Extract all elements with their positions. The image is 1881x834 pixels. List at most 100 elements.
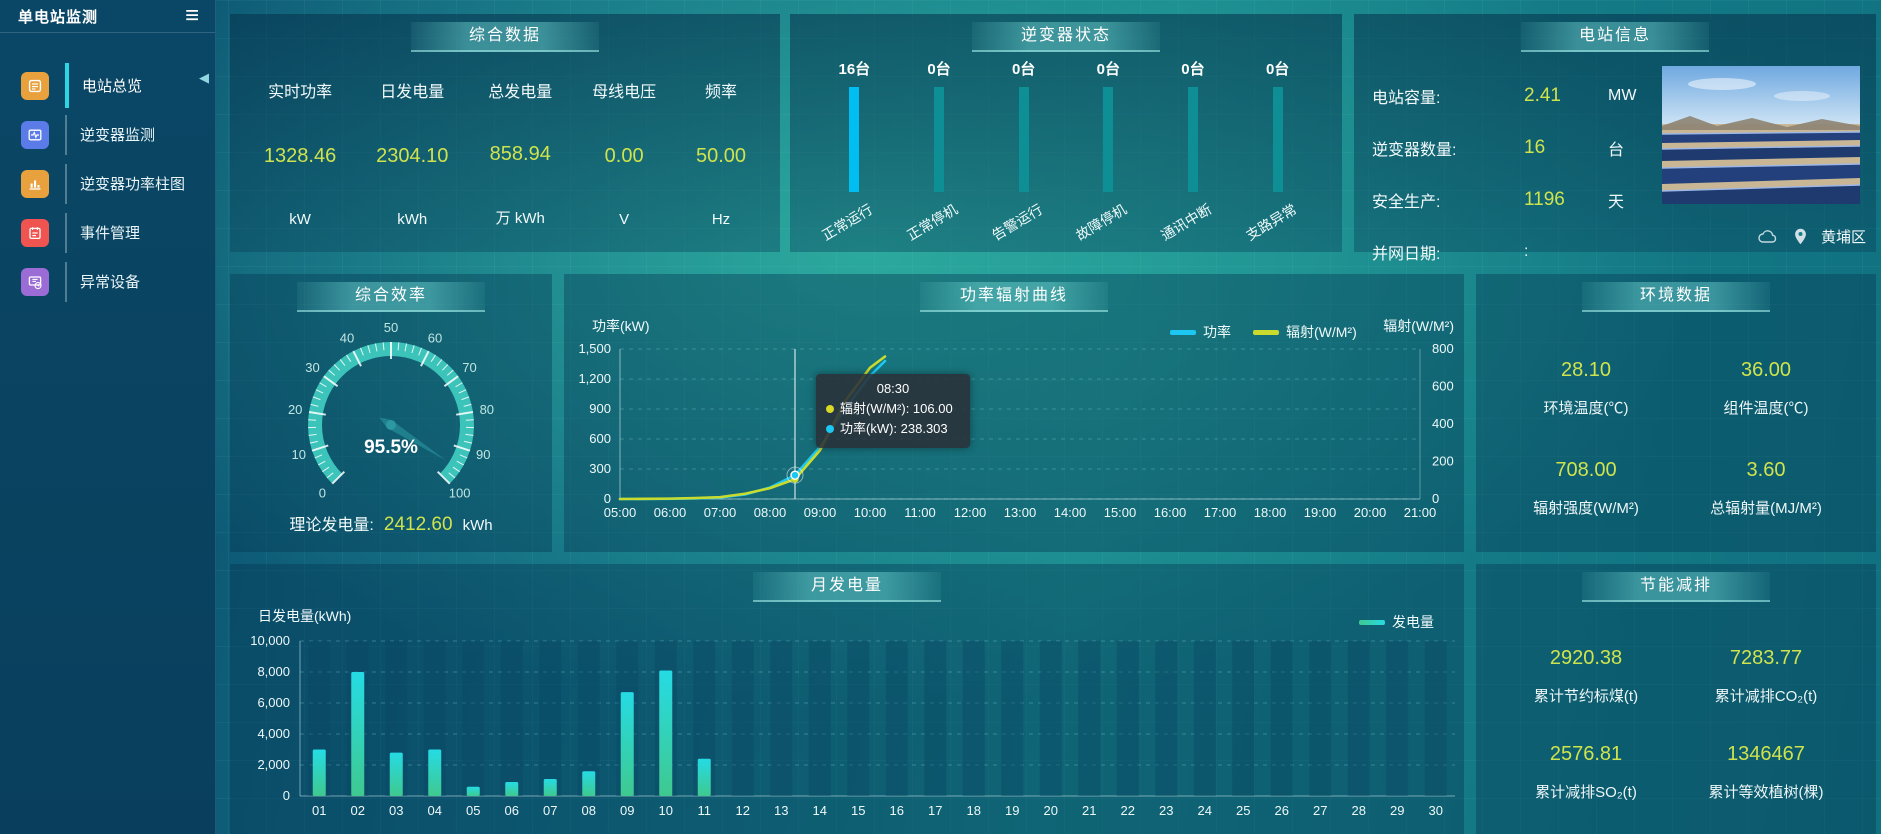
- bar-background: [962, 641, 985, 796]
- inverter-bar: [1103, 87, 1114, 192]
- x-axis-tick: 24: [1198, 803, 1212, 818]
- sidebar-item-power-bars[interactable]: 逆变器功率柱图: [0, 159, 215, 208]
- bar-background: [885, 641, 908, 796]
- panel-title: 环境数据: [1582, 282, 1770, 312]
- gauge-tick: [430, 354, 436, 362]
- sidebar-item-label: 逆变器监测: [80, 127, 156, 144]
- x-axis-tick: 26: [1275, 803, 1289, 818]
- environment-stat: 708.00 辐射强度(W/M²): [1496, 438, 1676, 538]
- station-info-value: 2.41: [1524, 85, 1561, 106]
- x-axis-tick: 19: [1005, 803, 1019, 818]
- legend-label: 辐射(W/M²): [1286, 324, 1357, 340]
- x-axis-tick: 21:00: [1404, 505, 1437, 520]
- gauge-tick-label: 60: [428, 331, 442, 346]
- generation-bar: [620, 692, 634, 796]
- metric-label: 日发电量: [380, 84, 445, 101]
- generation-bar: [351, 672, 365, 796]
- metric-label: 实时功率: [268, 84, 333, 101]
- left-axis-tick: 900: [589, 401, 611, 416]
- generation-bar: [582, 771, 596, 796]
- x-axis-tick: 18: [967, 803, 981, 818]
- legend-item[interactable]: 功率: [1170, 322, 1231, 342]
- gauge-tick: [465, 433, 474, 436]
- inverter-status-item: 16台 正常运行: [819, 58, 882, 252]
- bar-background: [500, 641, 523, 796]
- panel-summary-data: 综合数据 实时功率 1328.46 kW 日发电量 2304.10 kWh 总发电量 858.…: [230, 14, 780, 252]
- legend-item[interactable]: 辐射(W/M²): [1253, 322, 1357, 342]
- marker-halo: [786, 466, 804, 484]
- gauge-tick: [308, 419, 317, 421]
- gauge-tick-label: 30: [305, 360, 319, 375]
- inverter-bar: [933, 87, 944, 192]
- sidebar-item-label: 电站总览: [82, 78, 143, 95]
- bar-background: [1309, 641, 1332, 796]
- bar-background: [1001, 641, 1024, 796]
- stat-label: 累计减排SO₂(t): [1535, 783, 1637, 801]
- inverter-status-label: 支路异常: [1242, 200, 1299, 244]
- tooltip-row: 辐射(W/M²): 106.00: [826, 399, 960, 419]
- gauge-tick-label: 90: [476, 447, 490, 462]
- gauge-needle: [379, 417, 447, 461]
- panel-monthly-generation: 月发电量 日发电量(kWh) 发电量 10,000 8,000 6,000 4,000…: [230, 564, 1464, 834]
- series-dot: [826, 425, 834, 434]
- station-info-unit: 台: [1608, 142, 1625, 159]
- gauge-tick: [436, 359, 443, 367]
- power-bars-icon: [21, 169, 49, 198]
- x-axis-tick: 30: [1429, 803, 1443, 818]
- summary-metric: 母线电压 0.00 V: [592, 76, 656, 230]
- gauge-tick: [339, 359, 346, 367]
- inverter-bar: [1018, 87, 1029, 192]
- x-axis-tick: 05:00: [604, 505, 637, 520]
- inverter-status-item: 0台 正常停机: [904, 58, 967, 252]
- bar-background: [770, 641, 793, 796]
- x-axis-tick: 12:00: [954, 505, 987, 520]
- inverter-monitor-icon: [21, 120, 49, 149]
- legend-swatch: [1253, 329, 1279, 335]
- hamburger-menu-icon[interactable]: ≡: [184, 2, 199, 29]
- sidebar-item-inverter-monitor[interactable]: 逆变器监测: [0, 110, 215, 159]
- sidebar-collapse-icon[interactable]: ◀: [199, 70, 209, 85]
- station-info-row: 逆变器数量: 16 台: [1372, 122, 1646, 174]
- sidebar-item-event[interactable]: 事件管理: [0, 208, 215, 257]
- panel-title: 月发电量: [753, 572, 941, 602]
- x-axis-tick: 20:00: [1354, 505, 1387, 520]
- gauge-tick: [463, 403, 472, 407]
- gauge-tick-label: 80: [480, 402, 494, 417]
- inverter-status-item: 0台 支路异常: [1243, 58, 1306, 252]
- weather-cloud-icon[interactable]: [1756, 229, 1780, 245]
- x-axis-tick: 06: [505, 803, 519, 818]
- gauge-tick: [312, 396, 321, 401]
- location-pin-icon[interactable]: [1794, 228, 1807, 245]
- left-axis-tick: 1,500: [578, 341, 611, 356]
- x-axis-tick: 20: [1044, 803, 1058, 818]
- x-axis-tick: 15:00: [1104, 505, 1137, 520]
- stat-value: 28.10: [1560, 358, 1612, 381]
- x-axis-tick: 15: [851, 803, 865, 818]
- energy-saving-stat: 1346467 累计等效植树(棵): [1676, 724, 1856, 820]
- stat-value: 7283.77: [1729, 646, 1803, 669]
- sidebar-item-abnormal-device[interactable]: 异常设备: [0, 257, 215, 306]
- gauge-tick: [346, 354, 352, 362]
- sidebar-item-overview[interactable]: 电站总览: [0, 61, 215, 110]
- x-axis-tick: 25: [1236, 803, 1250, 818]
- metric-unit: V: [619, 211, 630, 228]
- legend-item[interactable]: 发电量: [1359, 612, 1434, 632]
- legend-swatch: [1170, 329, 1196, 335]
- inverter-bar: [1187, 87, 1198, 192]
- panel-station-info: 电站信息 电站容量: 2.41 MW 逆变器数量: 16 台安全生产: 1196 天并网日期:…: [1354, 14, 1876, 263]
- station-info-row: 并网日期::: [1372, 226, 1646, 278]
- theory-value: 2412.60: [383, 514, 453, 535]
- stat-value: 2920.38: [1549, 646, 1623, 669]
- x-axis-tick: 17:00: [1204, 505, 1237, 520]
- gauge-tick: [309, 440, 318, 444]
- active-indicator: [65, 163, 67, 204]
- bar-background: [1270, 641, 1293, 796]
- curve-legend: 功率 辐射(W/M²): [1170, 322, 1357, 342]
- gauge-tick: [458, 389, 467, 394]
- tooltip-row: 功率(kW): 238.303: [826, 419, 960, 439]
- gauge-tick: [319, 382, 327, 388]
- metric-label: 母线电压: [592, 84, 657, 101]
- gauge-tick: [311, 444, 329, 452]
- y-axis-tick: 2,000: [257, 757, 290, 772]
